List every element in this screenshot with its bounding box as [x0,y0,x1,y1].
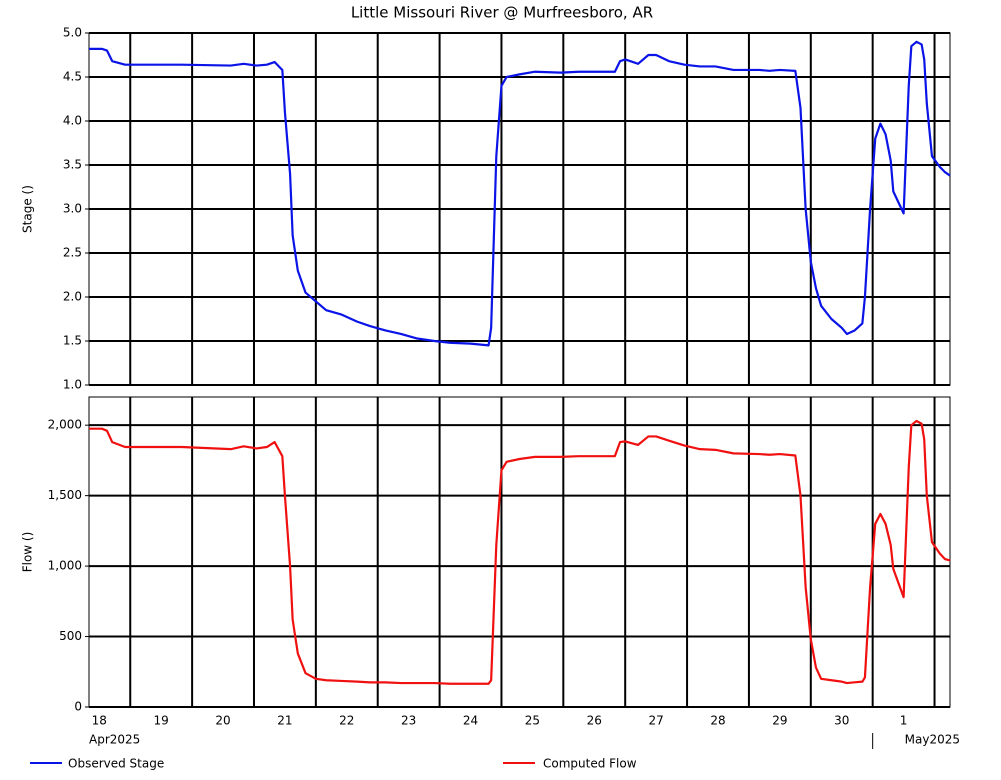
legend-label: Computed Flow [543,757,637,771]
y-tick-label: 3.0 [63,202,82,216]
y-tick-label: 1,500 [48,488,82,502]
x-tick-label: 25 [525,714,540,728]
y-tick-label: 2.5 [63,246,82,260]
chart-title: Little Missouri River @ Murfreesboro, AR [351,4,653,22]
y-tick-label: 1.5 [63,334,82,348]
y-tick-label: 4.0 [63,114,82,128]
x-tick-label: 23 [401,714,416,728]
y-tick-label: 1.0 [63,378,82,392]
x-tick-label: 19 [154,714,169,728]
x-tick-label: 29 [772,714,787,728]
y-tick-label: 1,000 [48,559,82,573]
plot-frame [88,396,951,708]
y-tick-label: 5.0 [63,26,82,40]
x-tick-label: 20 [215,714,230,728]
x-tick-label: 24 [463,714,478,728]
y-tick-label: 2,000 [48,418,82,432]
month-label: Apr2025 [89,733,140,747]
y-axis-label: Flow () [21,532,35,573]
data-line [89,40,951,347]
y-tick-label: 4.5 [63,70,82,84]
x-tick-label: 30 [834,714,849,728]
y-tick-label: 3.5 [63,158,82,172]
y-tick-label: 2.0 [63,290,82,304]
x-tick-label: 18 [92,714,107,728]
y-axis-label: Stage () [21,185,35,233]
x-tick-label: 28 [710,714,725,728]
plot-frame [88,32,951,386]
x-tick-label: 1 [900,714,908,728]
x-tick-label: 27 [648,714,663,728]
x-tick-label: 26 [587,714,602,728]
month-label: May2025 [905,733,960,747]
y-tick-label: 500 [59,629,82,643]
x-tick-label: 21 [277,714,292,728]
x-tick-label: 22 [339,714,354,728]
data-line [89,419,951,685]
legend-label: Observed Stage [68,757,164,771]
y-tick-label: 0 [74,700,82,714]
